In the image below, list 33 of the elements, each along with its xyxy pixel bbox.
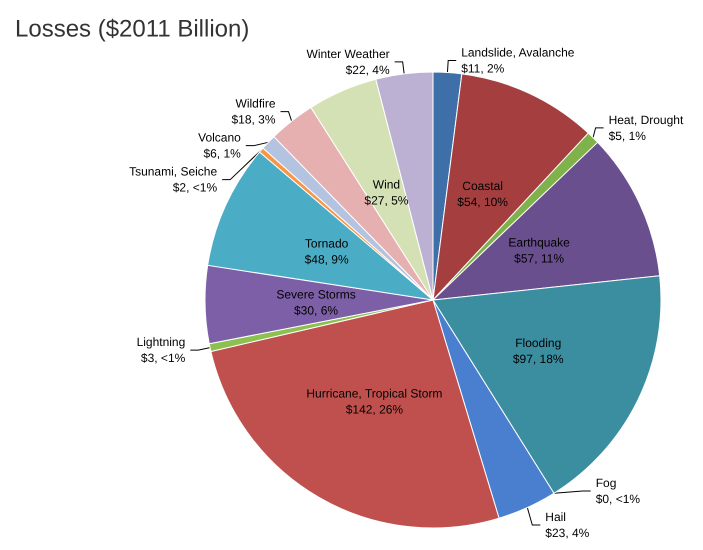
data-label: $6, 1% [203,146,242,161]
slice-label: Flooding [515,336,562,350]
data-label: $23, 4% [545,526,590,540]
data-label: $97, 18% [512,352,564,366]
category-label: Fog [596,476,616,490]
slice-label: Severe Storms [276,287,356,302]
slice-label: Wildfire [236,96,276,111]
slice-label: Tornado [304,236,349,250]
data-label: $18, 3% [231,112,276,127]
data-label: $22, 4% [346,62,390,77]
slice-label: Hurricane, Tropical Storm [306,386,442,400]
data-label: $3, <1% [140,351,186,366]
data-label: $54, 10% [457,195,508,210]
slice-label: Landslide, Avalanche [461,45,575,60]
data-label: $27, 5% [364,194,409,208]
data-label: $11, 2% [461,61,505,76]
slice-label: Earthquake [508,236,570,250]
slice-label: Tsunami, Seiche [129,164,218,179]
chart-title: Losses ($2011 Billion) [15,16,250,42]
data-label: $5, 1% [608,128,646,143]
slice-label: Heat, Drought [608,112,684,127]
data-label: $30, 6% [294,303,338,318]
text: $0, <1% [596,492,640,506]
slice-label: Coastal [462,179,503,194]
slice-label: Hail [545,510,566,524]
data-label: $142, 26% [346,402,404,416]
data-label: $2, <1% [172,180,218,195]
slice-label: Volcano [198,130,242,145]
slice-label: Lightning [136,335,186,350]
slice-label: Wind [372,178,400,192]
data-label: $48, 9% [304,252,349,266]
data-label: $57, 11% [514,252,564,266]
slice-label: Winter Weather [306,46,390,61]
